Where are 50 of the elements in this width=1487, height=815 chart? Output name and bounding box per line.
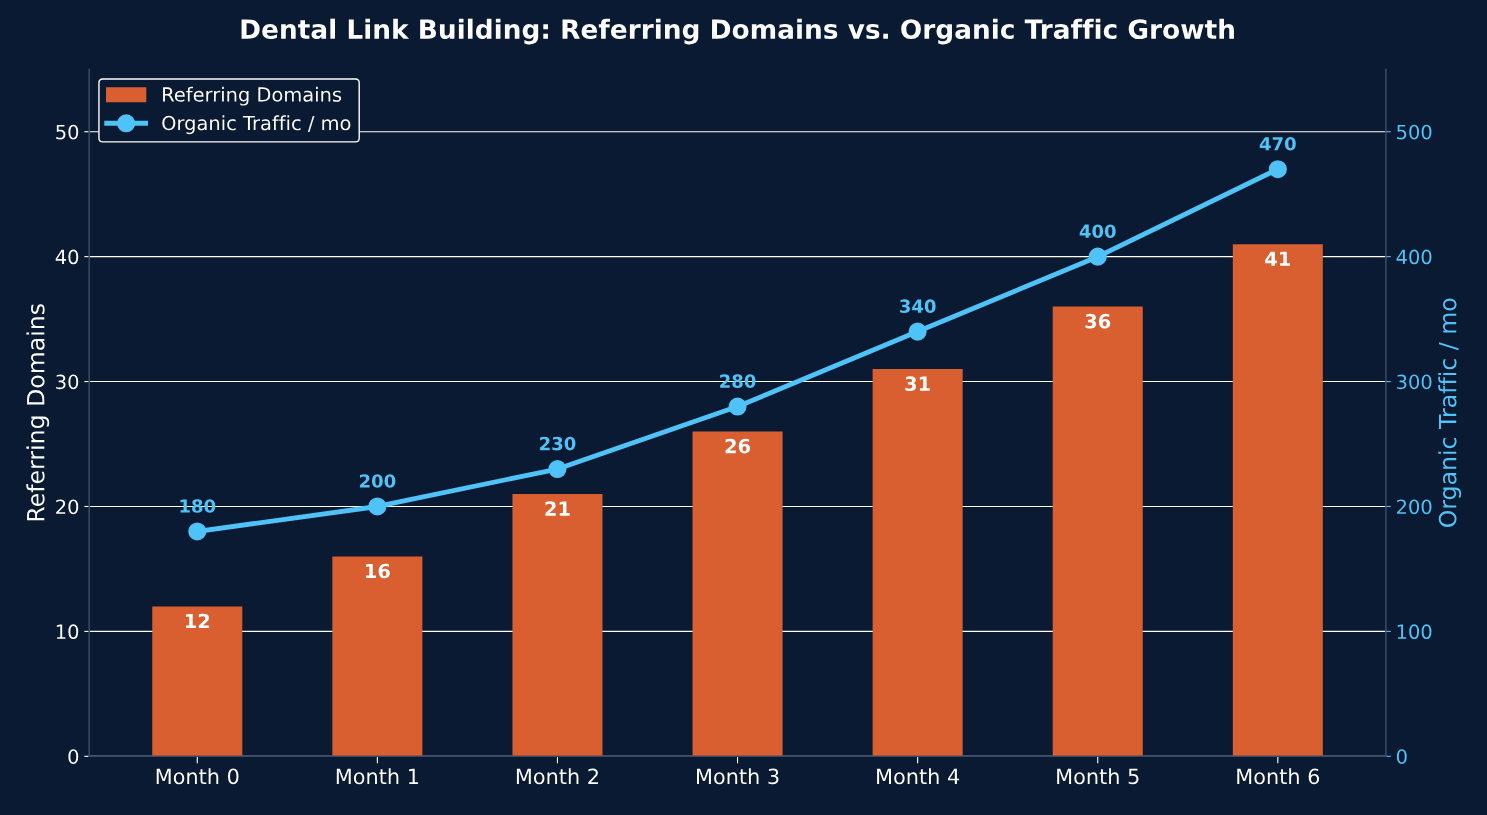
bar: [512, 493, 603, 757]
y2-axis-title: Organic Traffic / mo: [1438, 298, 1462, 527]
bar: [692, 431, 783, 757]
point: [548, 459, 567, 479]
data-label: 340: [900, 299, 936, 313]
point: [368, 497, 387, 516]
data-label: 41: [1265, 251, 1291, 266]
x-tick-label: Month 3: [697, 768, 779, 785]
bar: [872, 369, 963, 757]
point: [1088, 247, 1107, 266]
y2-tick-label: 500: [1397, 124, 1432, 140]
data-label: 21: [545, 501, 570, 516]
point: [908, 322, 927, 341]
point: [188, 522, 207, 541]
chart-title: Dental Link Building: Referring Domains vs. Organic Traffic Growth: [241, 18, 1234, 45]
data-label: 31: [905, 376, 930, 391]
y-tick-label: 10: [56, 624, 79, 640]
y-axis-title: Referring Domains: [26, 304, 50, 521]
y-tick-label: 0: [68, 749, 79, 764]
point: [728, 397, 747, 416]
bar: [1052, 306, 1143, 757]
data-label: 230: [540, 436, 576, 451]
data-label: 36: [1085, 313, 1111, 329]
data-label: 26: [725, 438, 751, 454]
x-tick-label: Month 0: [156, 768, 239, 785]
y2-tick-label: 200: [1397, 499, 1432, 515]
data-label: 470: [1259, 136, 1296, 151]
x-tick-label: Month 5: [1057, 768, 1139, 785]
x-tick-label: Month 2: [516, 768, 598, 785]
point: [1268, 160, 1287, 179]
y2-tick-label: 300: [1397, 374, 1432, 390]
x-tick-label: Month 1: [336, 768, 419, 785]
bar: [1232, 244, 1323, 757]
x-tick-label: Month 6: [1237, 768, 1320, 785]
y-tick-label: 50: [56, 124, 79, 140]
bar: [332, 556, 423, 757]
y2-tick-label: 400: [1396, 249, 1432, 265]
y-tick-label: 30: [56, 374, 79, 390]
y2-tick-label: 0: [1396, 749, 1407, 764]
legend-label: Organic Traffic / mo: [162, 115, 351, 135]
y-tick-label: 20: [56, 499, 79, 515]
legend-label: Referring Domains: [163, 86, 342, 106]
data-label: 200: [359, 474, 396, 488]
x-tick-label: Month 4: [877, 768, 960, 785]
y2-tick-label: 100: [1397, 624, 1432, 640]
data-label: 16: [366, 563, 390, 579]
data-label: 400: [1079, 224, 1116, 239]
data-label: 12: [185, 613, 210, 629]
bar: [152, 606, 243, 757]
y-tick-label: 40: [55, 249, 79, 265]
